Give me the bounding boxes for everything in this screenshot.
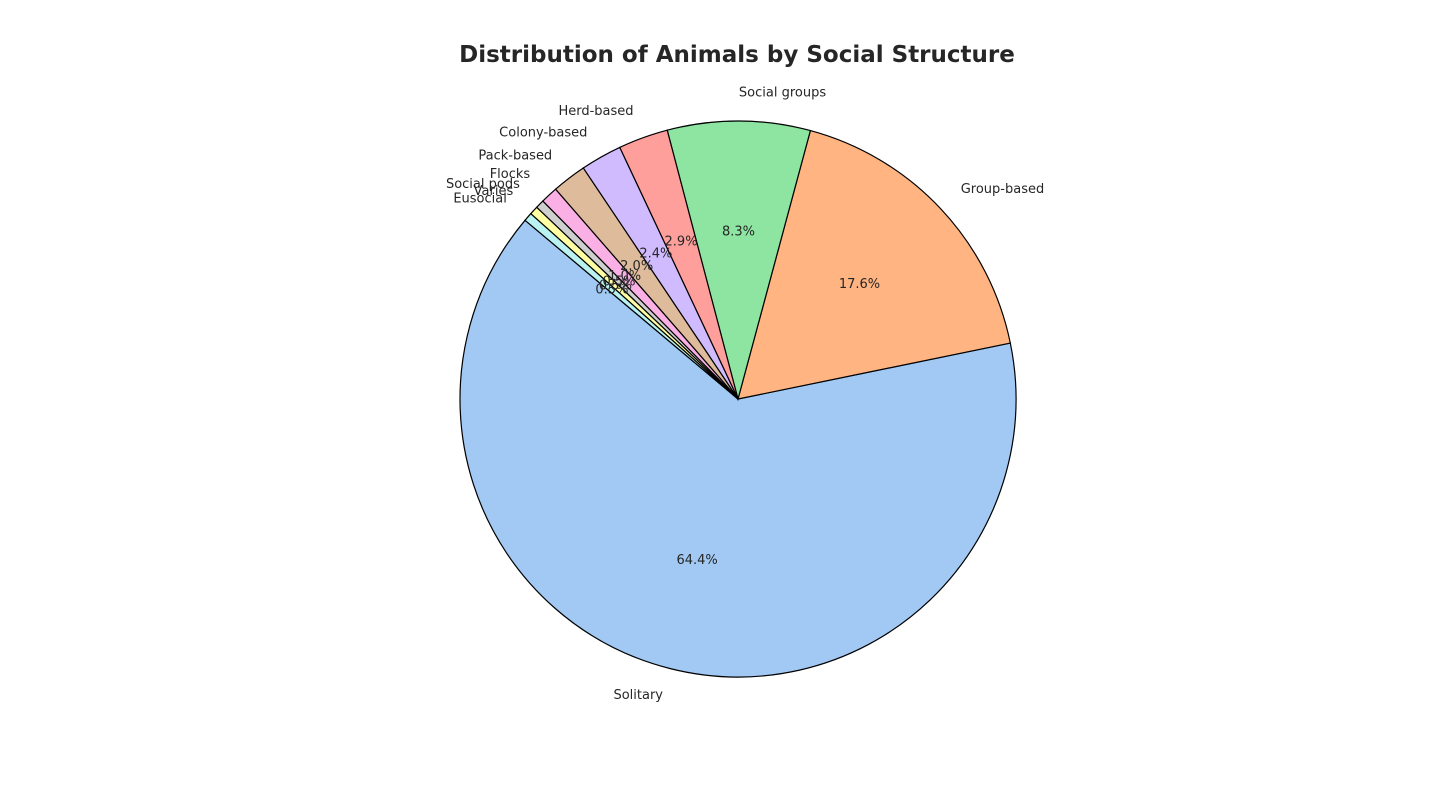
slice-percent-social-groups: 8.3% (722, 225, 755, 240)
slice-percent-herd-based: 2.9% (665, 235, 698, 250)
slice-percent-eusocial: 0.5% (595, 282, 628, 297)
slice-percent-social-pods: 0.5% (603, 275, 636, 290)
pie-slice-social-groups (666, 120, 812, 402)
slice-label-flocks: Flocks (490, 167, 531, 182)
slice-label-social-groups: Social groups (739, 86, 826, 101)
slice-label-varies: Varies (474, 184, 514, 199)
slice-percent-varies: 0.5% (599, 278, 632, 293)
slice-percent-group-based: 17.6% (839, 277, 880, 292)
slice-label-group-based: Group-based (961, 182, 1045, 197)
slice-label-solitary: Solitary (613, 688, 663, 703)
pie-slice-group-based (737, 129, 1012, 400)
slice-percent-colony-based: 2.4% (639, 246, 672, 261)
labels-layer: Solitary 64.4% Group-based 17.6% Social grou… (446, 86, 1044, 703)
slice-label-social-pods: Social pods (446, 177, 520, 192)
slice-label-herd-based: Herd-based (558, 104, 633, 119)
slice-percent-pack-based: 2.0% (620, 259, 653, 274)
slice-percent-solitary: 64.4% (676, 553, 717, 568)
pie-slice-solitary (459, 219, 1017, 678)
slice-percent-flocks: 1.0% (608, 269, 641, 284)
pie-slice-eusocial (524, 212, 739, 400)
slice-label-colony-based: Colony-based (499, 125, 587, 140)
slice-label-eusocial: Eusocial (453, 191, 507, 206)
chart-title: Distribution of Animals by Social Struct… (459, 42, 1015, 68)
slices-layer (459, 120, 1017, 678)
slice-label-pack-based: Pack-based (478, 149, 552, 164)
